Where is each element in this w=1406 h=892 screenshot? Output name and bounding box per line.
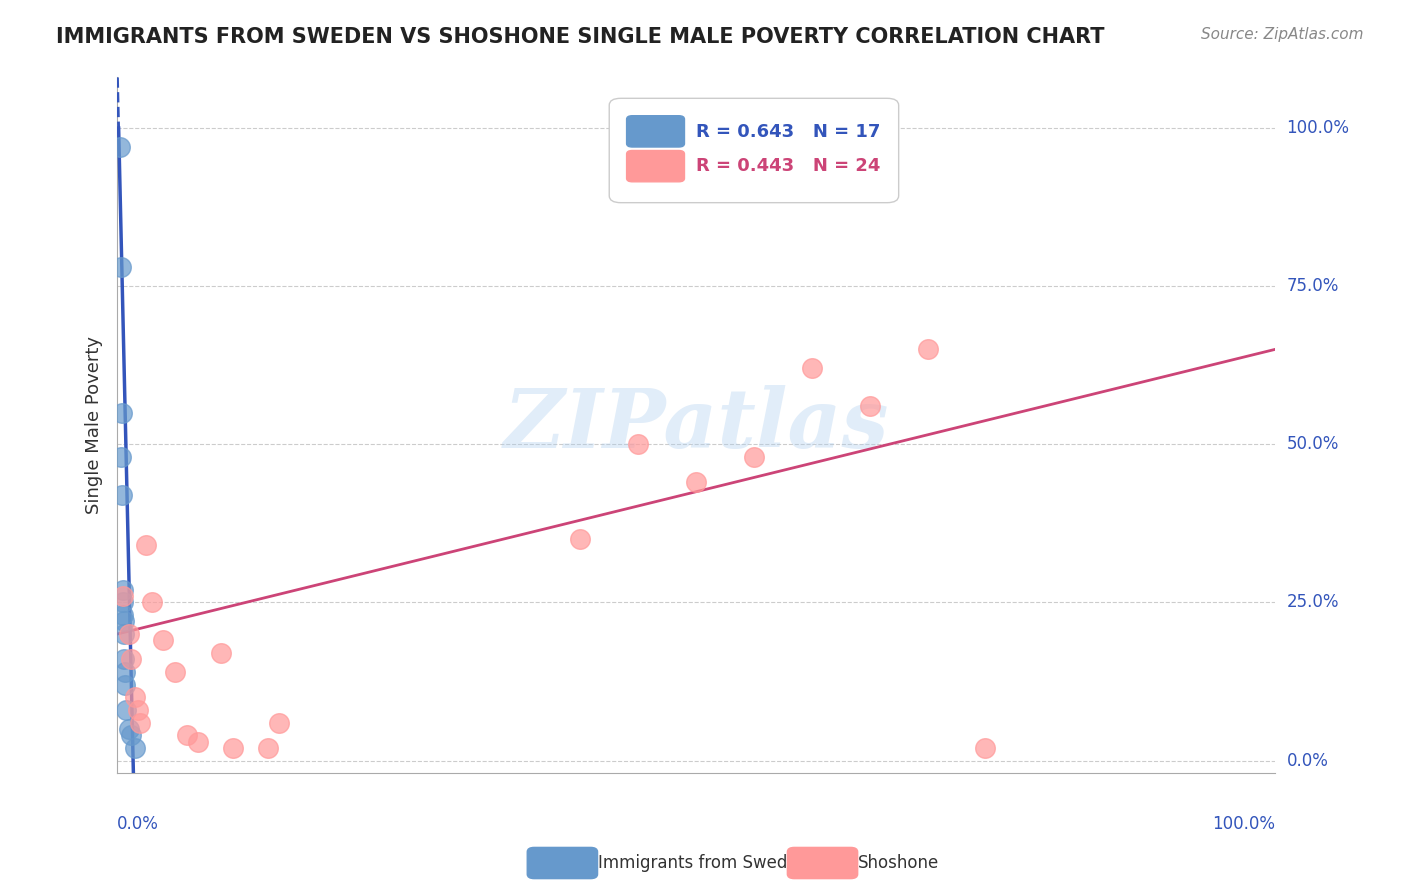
Point	[269, 715, 291, 730]
Point	[127, 703, 149, 717]
Point	[120, 728, 142, 742]
Point	[112, 652, 135, 666]
Point	[111, 589, 134, 603]
Point	[176, 728, 198, 742]
Point	[114, 665, 136, 679]
Text: 50.0%: 50.0%	[1286, 435, 1339, 453]
Text: 100.0%: 100.0%	[1212, 815, 1275, 833]
Point	[742, 450, 765, 464]
Point	[114, 678, 136, 692]
FancyBboxPatch shape	[627, 151, 685, 182]
Point	[118, 722, 141, 736]
Point	[110, 450, 132, 464]
Point	[111, 582, 134, 597]
Point	[974, 740, 997, 755]
Point	[120, 652, 142, 666]
Point	[222, 740, 245, 755]
Point	[111, 608, 134, 623]
Text: IMMIGRANTS FROM SWEDEN VS SHOSHONE SINGLE MALE POVERTY CORRELATION CHART: IMMIGRANTS FROM SWEDEN VS SHOSHONE SINGL…	[56, 27, 1105, 46]
Point	[800, 361, 823, 376]
Text: 0.0%: 0.0%	[1286, 752, 1329, 770]
Point	[111, 406, 134, 420]
Text: 25.0%: 25.0%	[1286, 593, 1339, 611]
Point	[110, 260, 132, 275]
Point	[141, 595, 163, 609]
Text: ZIPatlas: ZIPatlas	[503, 385, 889, 466]
Point	[108, 140, 131, 154]
Point	[115, 703, 138, 717]
Point	[917, 343, 939, 357]
Point	[112, 627, 135, 641]
Point	[129, 715, 152, 730]
FancyBboxPatch shape	[627, 116, 685, 147]
Point	[187, 734, 209, 748]
Point	[165, 665, 187, 679]
Point	[111, 595, 134, 609]
Text: R = 0.443   N = 24: R = 0.443 N = 24	[696, 158, 880, 176]
Point	[124, 690, 146, 705]
Text: Source: ZipAtlas.com: Source: ZipAtlas.com	[1201, 27, 1364, 42]
Point	[627, 437, 650, 451]
Text: 100.0%: 100.0%	[1286, 119, 1350, 137]
Point	[859, 400, 882, 414]
Text: 0.0%: 0.0%	[117, 815, 159, 833]
Point	[569, 532, 592, 546]
Point	[209, 646, 232, 660]
Point	[256, 740, 278, 755]
Point	[124, 740, 146, 755]
Text: R = 0.643   N = 17: R = 0.643 N = 17	[696, 123, 880, 141]
Point	[152, 633, 174, 648]
Point	[112, 615, 135, 629]
Point	[118, 627, 141, 641]
Y-axis label: Single Male Poverty: Single Male Poverty	[86, 336, 103, 515]
Point	[111, 488, 134, 502]
Text: 75.0%: 75.0%	[1286, 277, 1339, 295]
Text: Immigrants from Sweden: Immigrants from Sweden	[598, 854, 807, 871]
Point	[135, 539, 157, 553]
Text: Shoshone: Shoshone	[858, 854, 939, 871]
Point	[685, 475, 707, 490]
FancyBboxPatch shape	[609, 98, 898, 202]
